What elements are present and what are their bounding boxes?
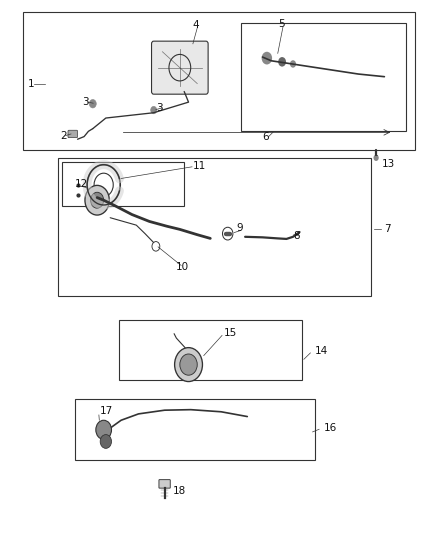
Bar	[62, 162, 184, 206]
Text: 1: 1	[28, 78, 34, 88]
Text: 13: 13	[382, 159, 396, 169]
FancyBboxPatch shape	[152, 41, 208, 94]
Text: 5: 5	[278, 19, 284, 29]
Text: 9: 9	[237, 223, 243, 233]
Bar	[23, 12, 415, 150]
Text: 3: 3	[82, 97, 88, 107]
Bar	[241, 22, 406, 131]
FancyBboxPatch shape	[68, 130, 78, 138]
Circle shape	[278, 57, 286, 67]
Text: 7: 7	[385, 224, 391, 235]
FancyBboxPatch shape	[159, 480, 170, 488]
Circle shape	[85, 185, 110, 215]
Bar	[75, 399, 315, 460]
Circle shape	[100, 434, 112, 448]
Circle shape	[89, 100, 96, 108]
Circle shape	[91, 192, 104, 208]
Bar	[119, 319, 302, 381]
Text: 11: 11	[193, 161, 206, 171]
Circle shape	[175, 348, 202, 382]
Text: 4: 4	[193, 20, 200, 30]
Circle shape	[180, 354, 197, 375]
Text: 6: 6	[262, 132, 269, 142]
Text: 15: 15	[223, 328, 237, 338]
Circle shape	[290, 60, 296, 68]
Text: 18: 18	[173, 486, 187, 496]
Text: 8: 8	[293, 231, 300, 241]
Text: 3: 3	[156, 103, 162, 114]
Text: 17: 17	[99, 406, 113, 416]
Circle shape	[151, 107, 157, 114]
Text: 10: 10	[176, 262, 189, 271]
Circle shape	[261, 52, 272, 64]
Text: 2: 2	[60, 131, 67, 141]
Bar	[58, 158, 371, 296]
Text: 16: 16	[323, 423, 337, 433]
Circle shape	[96, 420, 112, 439]
Text: 12: 12	[74, 179, 88, 189]
Text: 14: 14	[315, 346, 328, 357]
Circle shape	[374, 155, 379, 161]
